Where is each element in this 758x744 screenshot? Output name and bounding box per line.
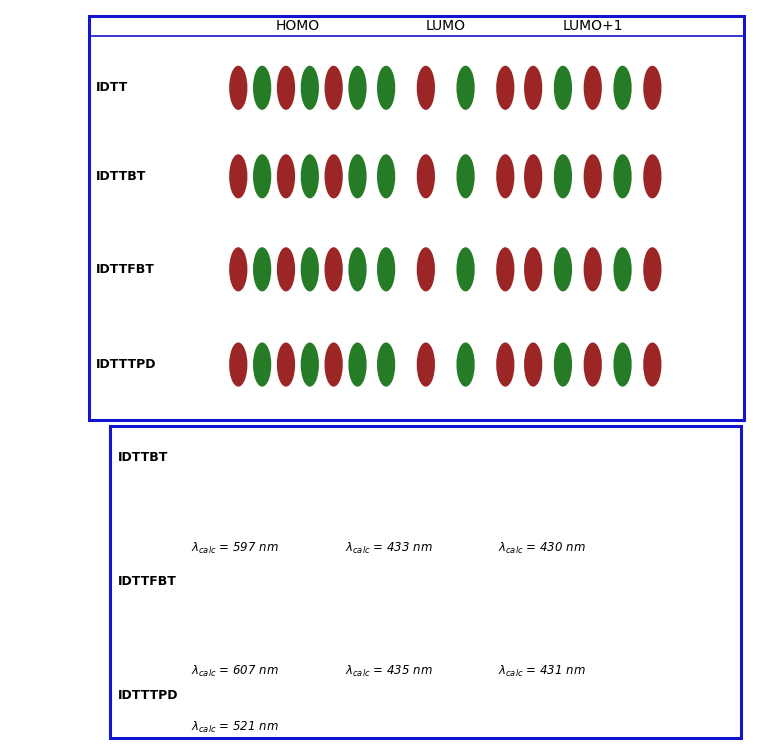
Text: $\lambda_{calc}$ = 521 nm: $\lambda_{calc}$ = 521 nm: [191, 720, 279, 735]
Ellipse shape: [301, 342, 319, 387]
Ellipse shape: [554, 65, 572, 110]
Ellipse shape: [377, 342, 395, 387]
Ellipse shape: [584, 65, 602, 110]
Ellipse shape: [524, 154, 542, 199]
Ellipse shape: [253, 247, 271, 292]
Bar: [89, 16, 744, 420]
Ellipse shape: [349, 65, 367, 110]
Ellipse shape: [456, 342, 475, 387]
Ellipse shape: [229, 154, 247, 199]
Ellipse shape: [417, 342, 435, 387]
Ellipse shape: [644, 65, 662, 110]
Ellipse shape: [524, 342, 542, 387]
Text: $\lambda_{calc}$ = 435 nm: $\lambda_{calc}$ = 435 nm: [345, 664, 433, 679]
Ellipse shape: [301, 65, 319, 110]
Text: IDTTFBT: IDTTFBT: [117, 575, 177, 589]
Text: $\lambda_{calc}$ = 431 nm: $\lambda_{calc}$ = 431 nm: [498, 664, 586, 679]
Ellipse shape: [644, 342, 662, 387]
Ellipse shape: [349, 247, 367, 292]
Ellipse shape: [253, 65, 271, 110]
Ellipse shape: [324, 65, 343, 110]
Ellipse shape: [496, 247, 515, 292]
Ellipse shape: [496, 342, 515, 387]
Bar: [110, 426, 741, 738]
Ellipse shape: [229, 342, 247, 387]
Text: IDTTBT: IDTTBT: [117, 451, 168, 464]
Ellipse shape: [613, 247, 631, 292]
Text: IDTTBT: IDTTBT: [96, 170, 146, 183]
Text: LUMO: LUMO: [426, 19, 465, 33]
Ellipse shape: [377, 154, 395, 199]
Ellipse shape: [456, 247, 475, 292]
Ellipse shape: [524, 247, 542, 292]
Text: IDTT: IDTT: [96, 81, 129, 94]
Text: IDTTTPD: IDTTTPD: [117, 689, 178, 702]
Ellipse shape: [584, 154, 602, 199]
Ellipse shape: [253, 342, 271, 387]
Ellipse shape: [417, 154, 435, 199]
Ellipse shape: [417, 65, 435, 110]
Ellipse shape: [644, 154, 662, 199]
Ellipse shape: [584, 342, 602, 387]
Ellipse shape: [613, 65, 631, 110]
Ellipse shape: [277, 65, 295, 110]
Ellipse shape: [613, 342, 631, 387]
Text: $\lambda_{calc}$ = 597 nm: $\lambda_{calc}$ = 597 nm: [191, 541, 279, 556]
Ellipse shape: [644, 247, 662, 292]
Ellipse shape: [496, 65, 515, 110]
Text: $\lambda_{calc}$ = 607 nm: $\lambda_{calc}$ = 607 nm: [191, 664, 279, 679]
Ellipse shape: [349, 154, 367, 199]
Text: $\lambda_{calc}$ = 430 nm: $\lambda_{calc}$ = 430 nm: [498, 541, 586, 556]
Text: IDTTTPD: IDTTTPD: [96, 358, 157, 371]
Ellipse shape: [277, 247, 295, 292]
Ellipse shape: [324, 342, 343, 387]
Ellipse shape: [554, 247, 572, 292]
Ellipse shape: [613, 154, 631, 199]
Ellipse shape: [301, 154, 319, 199]
Text: IDTTFBT: IDTTFBT: [96, 263, 155, 276]
Ellipse shape: [229, 247, 247, 292]
Ellipse shape: [496, 154, 515, 199]
Ellipse shape: [524, 65, 542, 110]
Ellipse shape: [456, 154, 475, 199]
Ellipse shape: [324, 154, 343, 199]
Ellipse shape: [301, 247, 319, 292]
Ellipse shape: [253, 154, 271, 199]
Ellipse shape: [277, 154, 295, 199]
Ellipse shape: [456, 65, 475, 110]
Ellipse shape: [584, 247, 602, 292]
Ellipse shape: [229, 65, 247, 110]
Ellipse shape: [377, 247, 395, 292]
Ellipse shape: [277, 342, 295, 387]
Text: HOMO: HOMO: [276, 19, 320, 33]
Ellipse shape: [324, 247, 343, 292]
Ellipse shape: [417, 247, 435, 292]
Ellipse shape: [554, 342, 572, 387]
Text: $\lambda_{calc}$ = 433 nm: $\lambda_{calc}$ = 433 nm: [345, 541, 433, 556]
Ellipse shape: [349, 342, 367, 387]
Ellipse shape: [377, 65, 395, 110]
Text: LUMO+1: LUMO+1: [562, 19, 623, 33]
Ellipse shape: [554, 154, 572, 199]
